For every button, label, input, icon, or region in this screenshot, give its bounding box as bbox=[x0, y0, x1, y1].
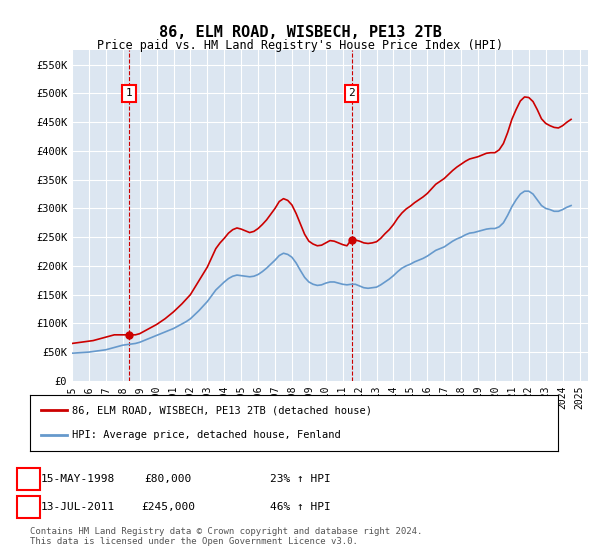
Text: 23% ↑ HPI: 23% ↑ HPI bbox=[269, 474, 331, 484]
Text: £245,000: £245,000 bbox=[141, 502, 195, 512]
Text: 2: 2 bbox=[25, 502, 32, 512]
Text: 15-MAY-1998: 15-MAY-1998 bbox=[41, 474, 115, 484]
Text: 2: 2 bbox=[348, 88, 355, 99]
Text: 1: 1 bbox=[25, 474, 32, 484]
Text: 13-JUL-2011: 13-JUL-2011 bbox=[41, 502, 115, 512]
Text: Contains HM Land Registry data © Crown copyright and database right 2024.
This d: Contains HM Land Registry data © Crown c… bbox=[30, 526, 422, 546]
Text: 1: 1 bbox=[125, 88, 133, 99]
Text: £80,000: £80,000 bbox=[145, 474, 191, 484]
Text: HPI: Average price, detached house, Fenland: HPI: Average price, detached house, Fenl… bbox=[72, 430, 341, 440]
Text: 46% ↑ HPI: 46% ↑ HPI bbox=[269, 502, 331, 512]
Text: Price paid vs. HM Land Registry's House Price Index (HPI): Price paid vs. HM Land Registry's House … bbox=[97, 39, 503, 52]
Text: 86, ELM ROAD, WISBECH, PE13 2TB: 86, ELM ROAD, WISBECH, PE13 2TB bbox=[158, 25, 442, 40]
Text: 86, ELM ROAD, WISBECH, PE13 2TB (detached house): 86, ELM ROAD, WISBECH, PE13 2TB (detache… bbox=[72, 405, 372, 416]
